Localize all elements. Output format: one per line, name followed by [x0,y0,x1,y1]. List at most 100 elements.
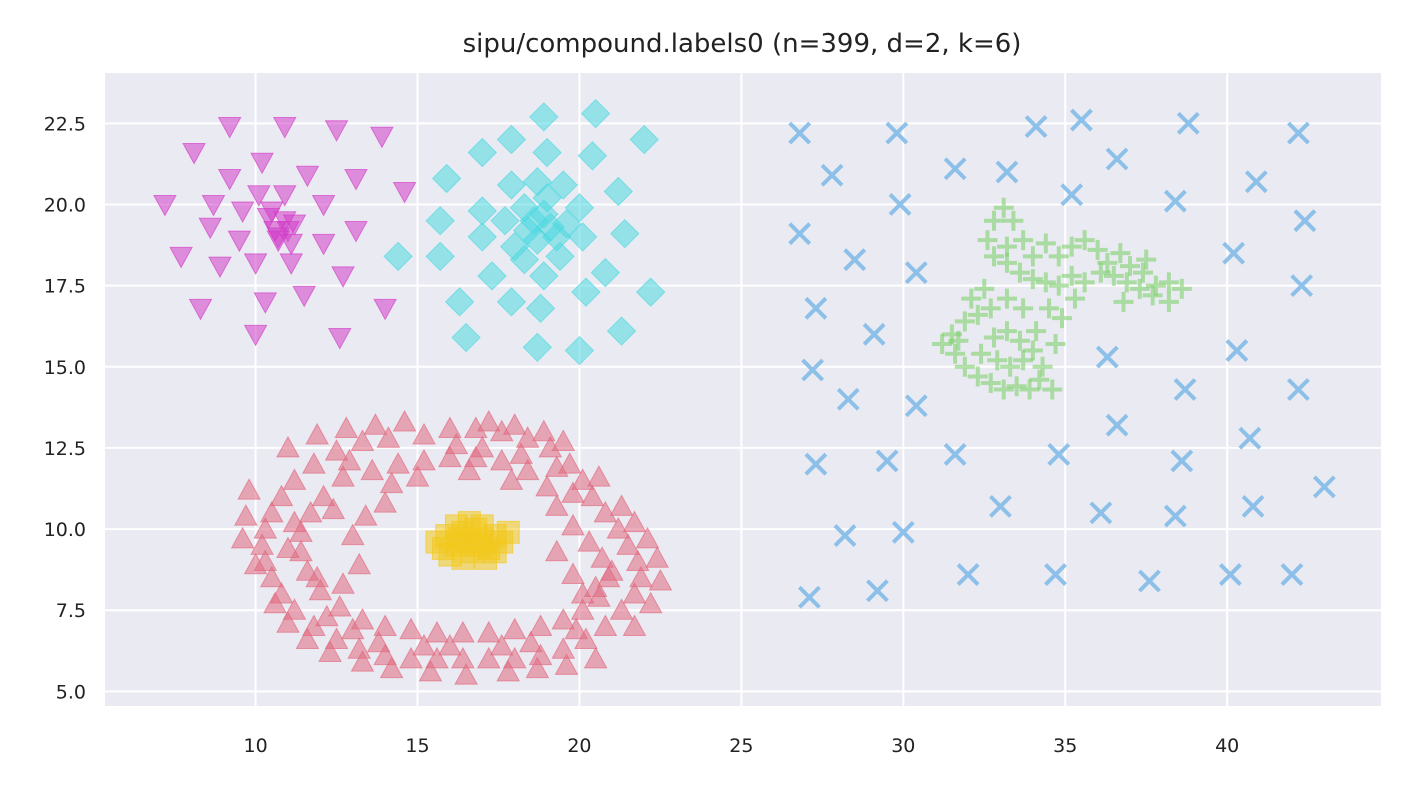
data-point [457,458,482,481]
data-point [379,471,404,494]
data-point [1061,236,1082,257]
data-point [376,426,401,448]
series-diamond [383,98,666,366]
y-tick-label: 17.5 [44,276,86,298]
data-point [788,121,812,145]
data-point [350,429,375,451]
data-point [609,494,634,516]
data-point [862,322,886,346]
data-point [943,157,967,181]
data-point [587,465,611,487]
data-point [502,617,527,640]
data-point [635,277,666,307]
data-point [217,169,242,191]
data-point [509,442,534,464]
data-point [259,201,284,223]
data-point [577,530,602,552]
data-point [515,426,540,448]
data-point [1132,262,1153,283]
data-point [272,185,297,207]
data-point [1013,230,1034,251]
data-point [1042,379,1063,400]
data-point [373,298,397,321]
data-point [502,413,527,435]
data-point [153,194,177,217]
data-point [295,627,320,649]
data-point [1009,262,1030,283]
data-point [243,552,268,575]
data-point [519,630,543,653]
data-point [820,163,844,187]
data-point [531,419,556,442]
data-point [1244,170,1268,194]
data-point [1032,356,1053,377]
data-point [561,513,585,536]
data-point [525,293,556,324]
data-point [1287,378,1310,401]
data-point [804,296,828,320]
data-point [373,614,397,636]
data-point [243,324,268,347]
data-point [1222,241,1246,265]
data-point [1293,209,1317,233]
data-point [311,484,336,507]
data-point [250,152,274,175]
data-point [182,143,206,165]
y-tick-labels: 5.0 7.5 10.0 12.5 15.0 17.5 20.0 22.5 [44,113,86,703]
data-point [230,526,255,549]
data-point [1105,147,1129,171]
data-point [444,287,475,317]
data-point [259,565,284,588]
data-point [1035,272,1056,293]
data-point [564,335,595,366]
data-point [804,452,828,476]
data-point [1052,308,1072,329]
data-point [1163,189,1187,213]
data-point [276,536,300,559]
data-point [865,579,889,603]
data-point [1173,378,1197,401]
data-point [334,416,359,438]
data-point [993,197,1014,218]
data-point [995,160,1019,184]
data-point [564,617,589,640]
data-point [1090,262,1111,283]
data-point [1026,321,1047,342]
data-point [1035,233,1056,254]
data-point [983,210,1004,231]
data-point [496,287,527,317]
data-point [583,646,608,669]
data-point [399,646,423,669]
data-point [593,614,618,636]
data-point [476,620,501,643]
data-point [801,358,825,382]
grid [105,73,1381,706]
data-point [567,222,598,252]
data-point [622,581,647,604]
data-point [344,220,368,243]
data-point [314,604,339,627]
data-point [645,546,670,568]
y-tick-label: 12.5 [44,438,86,460]
data-point [305,565,329,588]
data-point [1142,285,1163,306]
data-point [529,261,559,291]
data-point [344,169,368,191]
data-point [1287,121,1310,145]
data-point [1218,563,1242,586]
x-tick-label: 35 [1053,735,1077,757]
data-point [454,663,478,685]
data-point [1136,249,1157,270]
data-point [438,416,462,438]
data-point [580,484,605,507]
data-point [561,562,585,585]
data-point [467,222,498,252]
data-point [253,517,278,539]
data-point [544,455,569,477]
data-point [448,527,472,551]
series-triangle [230,409,673,685]
data-point [496,124,527,155]
data-point [467,137,498,168]
data-point [1170,449,1194,473]
